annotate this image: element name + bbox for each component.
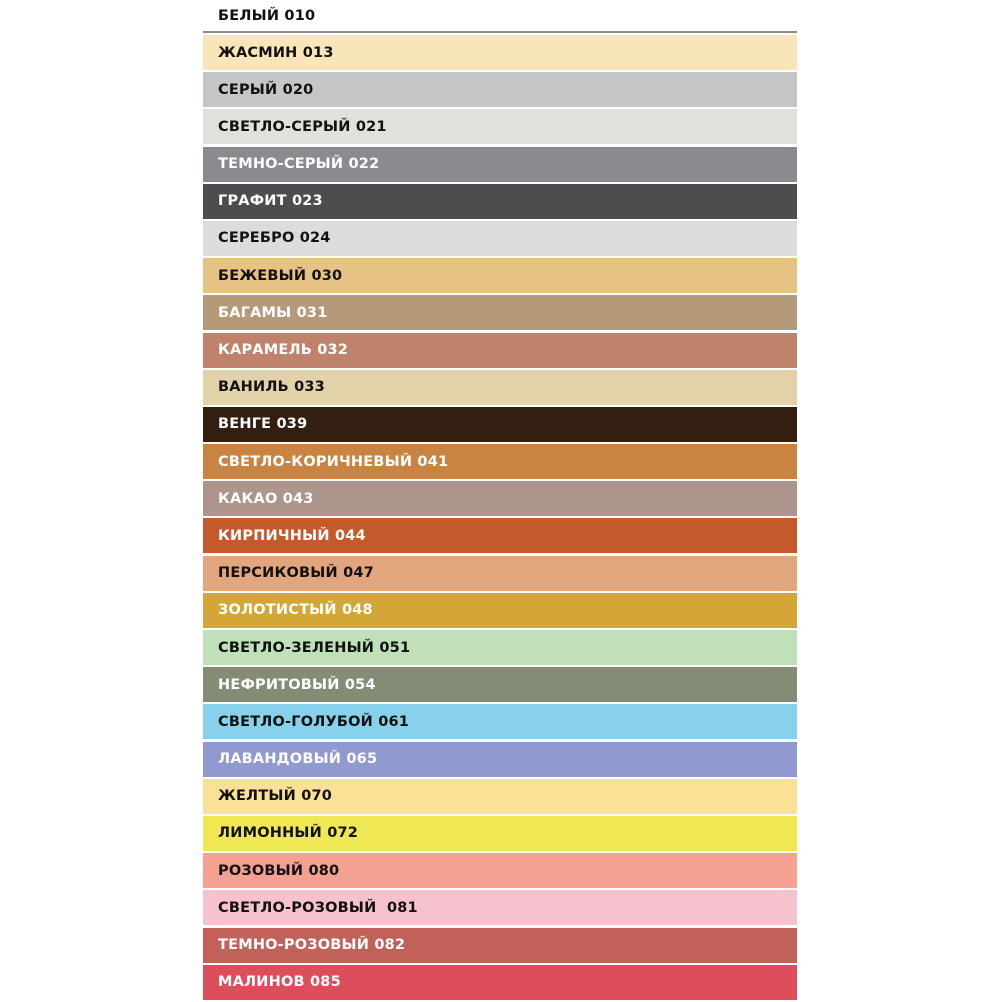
color-swatch: СВЕТЛО-КОРИЧНЕВЫЙ 041 xyxy=(203,444,797,480)
color-swatch: ЛИМОННЫЙ 072 xyxy=(203,815,797,851)
swatch-label: ЗОЛОТИСТЫЙ 048 xyxy=(218,602,373,619)
swatch-label: ТЕМНО-СЕРЫЙ 022 xyxy=(218,156,380,173)
color-swatch: БЕЛЫЙ 010 xyxy=(203,0,797,33)
color-swatch: БАГАМЫ 031 xyxy=(203,295,797,331)
swatch-label: РОЗОВЫЙ 080 xyxy=(218,862,340,879)
swatch-label: ЛИМОННЫЙ 072 xyxy=(218,825,359,842)
color-swatch: ЖАСМИН 013 xyxy=(203,35,797,70)
swatch-label: БАГАМЫ 031 xyxy=(218,304,328,321)
color-swatch: КАКАО 043 xyxy=(203,481,797,517)
color-swatch: БЕЖЕВЫЙ 030 xyxy=(203,258,797,294)
color-swatch: ПЕРСИКОВЫЙ 047 xyxy=(203,555,797,591)
color-swatch: МАЛИНОВ 085 xyxy=(203,964,797,1000)
color-swatch: КАРАМЕЛЬ 032 xyxy=(203,332,797,368)
swatch-label: СВЕТЛО-РОЗОВЫЙ 081 xyxy=(218,899,418,916)
color-swatch: ЛАВАНДОВЫЙ 065 xyxy=(203,741,797,777)
color-swatch: СВЕТЛО-ЗЕЛЕНЫЙ 051 xyxy=(203,630,797,665)
swatch-label: СВЕТЛО-СЕРЫЙ 021 xyxy=(218,118,387,135)
color-swatch: ВАНИЛЬ 033 xyxy=(203,369,797,405)
swatch-label: КИРПИЧНЫЙ 044 xyxy=(218,527,366,544)
swatch-label: ГРАФИТ 023 xyxy=(218,193,323,210)
swatch-label: МАЛИНОВ 085 xyxy=(218,974,341,991)
color-swatch: РОЗОВЫЙ 080 xyxy=(203,853,797,889)
color-swatch: НЕФРИТОВЫЙ 054 xyxy=(203,667,797,703)
swatch-label: СВЕТЛО-КОРИЧНЕВЫЙ 041 xyxy=(218,453,449,470)
swatch-label: ЖАСМИН 013 xyxy=(218,44,334,61)
swatch-label: ТЕМНО-РОЗОВЫЙ 082 xyxy=(218,937,406,953)
color-swatch: ВЕНГЕ 039 xyxy=(203,406,797,442)
swatch-label: КАРАМЕЛЬ 032 xyxy=(218,342,349,358)
color-swatch: СЕРЕБРО 024 xyxy=(203,220,797,256)
swatch-label: ВЕНГЕ 039 xyxy=(218,416,308,433)
color-swatch: ГРАФИТ 023 xyxy=(203,183,797,219)
color-palette: БЕЛЫЙ 010 ЖАСМИН 013 СЕРЫЙ 020 СВЕТЛО-СЕРЫЙ… xyxy=(203,0,797,1002)
swatch-label: ВАНИЛЬ 033 xyxy=(218,379,325,396)
swatch-label: ПЕРСИКОВЫЙ 047 xyxy=(218,565,374,582)
swatch-label: БЕЛЫЙ 010 xyxy=(218,7,316,24)
color-swatch: СВЕТЛО-ГОЛУБОЙ 061 xyxy=(203,704,797,740)
color-swatch: ТЕМНО-СЕРЫЙ 022 xyxy=(203,146,797,182)
swatch-label: НЕФРИТОВЫЙ 054 xyxy=(218,676,376,693)
swatch-label: ЖЕЛТЫЙ 070 xyxy=(218,788,333,805)
color-swatch: ТЕМНО-РОЗОВЫЙ 082 xyxy=(203,927,797,963)
color-swatch: СВЕТЛО-РОЗОВЫЙ 081 xyxy=(203,890,797,926)
color-swatch: ЖЕЛТЫЙ 070 xyxy=(203,778,797,814)
swatch-label: СВЕТЛО-ЗЕЛЕНЫЙ 051 xyxy=(218,639,411,656)
swatch-label: СЕРЕБРО 024 xyxy=(218,230,331,247)
swatch-label: СВЕТЛО-ГОЛУБОЙ 061 xyxy=(218,713,410,730)
swatch-label: КАКАО 043 xyxy=(218,490,314,507)
color-swatch: КИРПИЧНЫЙ 044 xyxy=(203,518,797,554)
color-swatch: СВЕТЛО-СЕРЫЙ 021 xyxy=(203,109,797,145)
swatch-label: ЛАВАНДОВЫЙ 065 xyxy=(218,751,378,768)
color-swatch: ЗОЛОТИСТЫЙ 048 xyxy=(203,592,797,628)
color-swatch: СЕРЫЙ 020 xyxy=(203,72,797,108)
swatch-label: СЕРЫЙ 020 xyxy=(218,81,314,98)
swatch-label: БЕЖЕВЫЙ 030 xyxy=(218,267,343,284)
